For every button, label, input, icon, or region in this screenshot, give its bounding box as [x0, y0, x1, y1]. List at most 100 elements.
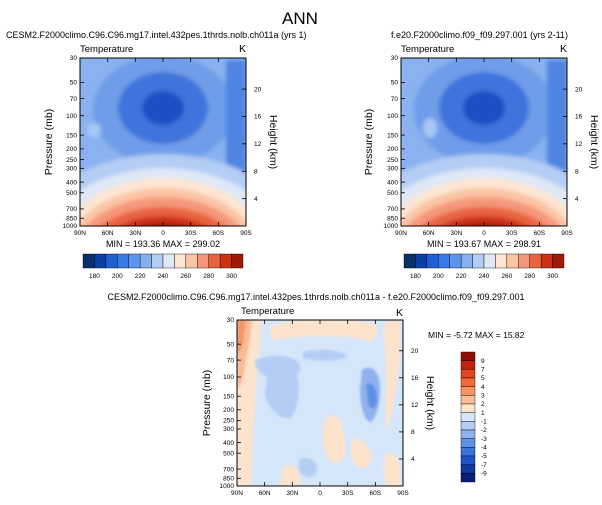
- colorbar-swatch: [552, 253, 565, 269]
- colorbar-swatch: [449, 253, 462, 269]
- axes-layer: 90N 60N 30N 0 30S 60S 90S 30 50 70 100 150 200 250300…: [220, 317, 419, 497]
- units-label: K: [560, 43, 567, 55]
- colorbar-label: 5: [481, 375, 485, 382]
- y-axis-label: Pressure (mb): [201, 370, 213, 437]
- colorbar-temperature-left: 180 200 220 240 260 280 300: [82, 253, 244, 280]
- y-tick-label: 70: [391, 96, 399, 103]
- stats-text: MIN = 193.36 MAX = 299.02: [106, 239, 220, 249]
- colorbar-swatch: [460, 429, 476, 439]
- x-tick-label: 90N: [231, 490, 243, 497]
- panel-difference: CESM2.F2000climo.C96.C96.mg17.intel.432p…: [107, 292, 524, 497]
- y-tick-label: 200: [223, 407, 234, 414]
- colorbar-swatch: [460, 438, 476, 448]
- colorbar-swatch: [426, 253, 439, 269]
- colorbar-swatch: [460, 360, 476, 370]
- y-tick-label: 300: [66, 166, 77, 173]
- colorbar-swatch: [460, 464, 476, 474]
- colorbar-label: -4: [481, 445, 487, 452]
- y-tick-label: 850: [223, 476, 234, 483]
- x-tick-label: 60N: [259, 490, 271, 497]
- colorbar-swatch: [460, 403, 476, 413]
- x-tick-label: 60S: [213, 230, 225, 237]
- y-tick-label: 200: [66, 146, 77, 153]
- colorbar-label: 220: [135, 273, 146, 280]
- x-tick-label: 30N: [450, 230, 462, 237]
- colorbar-temperature-right: 180 200 220 240 260 280 300: [403, 253, 565, 280]
- colorbar-label: 4: [481, 384, 485, 391]
- y-tick-label: 1000: [384, 223, 399, 230]
- y-tick-label: 500: [223, 450, 234, 457]
- x-tick-label: 90N: [395, 230, 407, 237]
- y-tick-label: 700: [387, 206, 398, 213]
- colorbar-swatch: [518, 253, 530, 269]
- y-tick-label: 150: [66, 132, 77, 139]
- x-tick-label: 0: [161, 230, 165, 237]
- x-tick-label: 90N: [74, 230, 86, 237]
- y-tick-label: 400: [66, 179, 77, 186]
- y-right-tick-label: 16: [411, 375, 419, 382]
- temperature-field: [80, 58, 246, 226]
- x-tick-label: 60N: [102, 230, 114, 237]
- y-tick-label: 1000: [63, 223, 78, 230]
- colorbar-label: 220: [456, 273, 467, 280]
- x-tick-label: 0: [482, 230, 486, 237]
- y-tick-label: 850: [66, 215, 77, 222]
- colorbar-label: 240: [158, 273, 169, 280]
- colorbar-swatch: [415, 253, 428, 269]
- x-tick-label: 60S: [534, 230, 546, 237]
- y-tick-label: 150: [223, 393, 234, 400]
- x-tick-label: 90S: [240, 230, 252, 237]
- colorbar-label: 200: [112, 273, 123, 280]
- colorbar-label: -3: [481, 436, 487, 443]
- variable-label: Temperature: [241, 306, 294, 317]
- y-tick-label: 300: [387, 166, 398, 173]
- colorbar-swatch: [438, 253, 450, 269]
- colorbar-swatch: [460, 351, 476, 361]
- colorbar-swatch: [460, 386, 476, 396]
- figure-title: ANN: [282, 9, 318, 28]
- colorbar-label: -5: [481, 453, 487, 460]
- colorbar-swatch: [460, 447, 476, 457]
- y-tick-label: 50: [391, 80, 399, 87]
- y-tick-label: 100: [66, 113, 77, 120]
- difference-field: [237, 320, 403, 486]
- colorbar-swatch: [174, 253, 187, 269]
- y-right-axis-label: Height (km): [588, 115, 600, 169]
- colorbar-swatch: [460, 421, 476, 431]
- stats-text: MIN = -5.72 MAX = 15.82: [428, 330, 525, 340]
- y-right-tick-label: 16: [254, 114, 262, 121]
- x-tick-label: 30N: [129, 230, 141, 237]
- y-right-tick-label: 4: [254, 196, 258, 203]
- panel-title: CESM2.F2000climo.C96.C96.mg17.intel.432p…: [107, 292, 524, 302]
- colorbar-swatch: [151, 253, 164, 269]
- y-tick-label: 700: [66, 206, 77, 213]
- y-tick-label: 30: [70, 55, 78, 62]
- colorbar-label: 9: [481, 358, 485, 365]
- y-right-tick-label: 4: [575, 196, 579, 203]
- colorbar-swatch: [128, 253, 141, 269]
- y-tick-label: 30: [227, 317, 235, 324]
- colorbar-swatch: [105, 253, 118, 269]
- y-tick-label: 30: [391, 55, 399, 62]
- temperature-field: [401, 58, 567, 226]
- y-tick-label: 850: [387, 215, 398, 222]
- colorbar-label: 180: [89, 273, 100, 280]
- y-tick-label: 1000: [220, 483, 235, 490]
- panel-model-a: CESM2.F2000climo.C96.C96.mg17.intel.432p…: [6, 30, 307, 249]
- y-right-axis-label: Height (km): [424, 376, 436, 430]
- colorbar-swatch: [460, 473, 476, 483]
- colorbar-swatch: [460, 412, 476, 422]
- colorbar-label: 300: [547, 273, 558, 280]
- colorbar-swatch: [472, 253, 485, 269]
- colorbar-swatch: [94, 253, 107, 269]
- colorbar-label: 260: [501, 273, 512, 280]
- colorbar-swatch: [162, 253, 175, 269]
- y-tick-label: 70: [70, 96, 78, 103]
- colorbar-label: 280: [203, 273, 214, 280]
- colorbar-swatch: [460, 253, 473, 269]
- colorbar-swatch: [219, 253, 232, 269]
- colorbar-swatch: [506, 253, 519, 269]
- y-tick-label: 250: [223, 418, 234, 425]
- y-axis-label: Pressure (mb): [43, 109, 55, 176]
- y-tick-label: 400: [387, 179, 398, 186]
